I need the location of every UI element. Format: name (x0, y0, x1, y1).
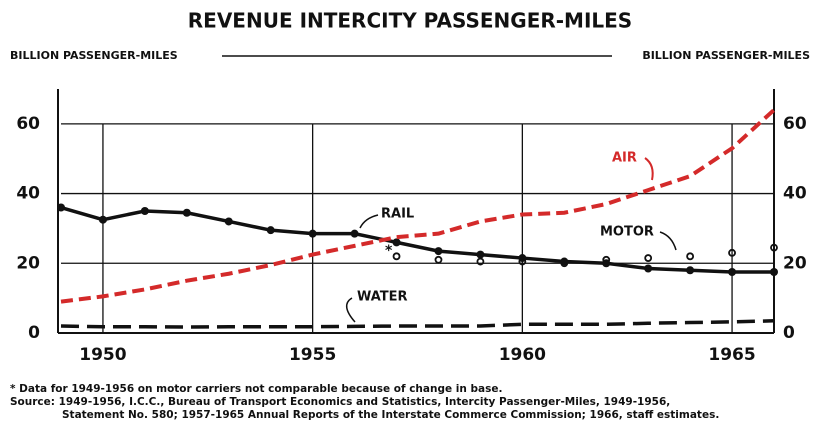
data-point (224, 217, 233, 226)
y2-tick-label: 20 (783, 253, 807, 273)
y-tick-label: 60 (16, 114, 40, 134)
y2-axis-label: BILLION PASSENGER-MILES (642, 49, 810, 62)
y-tick-label: 20 (16, 253, 40, 273)
y2-tick-label: 40 (783, 184, 807, 204)
x-tick-label: 1960 (499, 345, 546, 365)
leader (359, 214, 379, 229)
data-point (602, 255, 611, 264)
leader (644, 157, 654, 181)
series-line (60, 108, 776, 304)
series-label: AIR (612, 151, 637, 166)
data-point (560, 257, 569, 266)
annotation: * (385, 243, 393, 259)
leader (346, 297, 356, 323)
data-point (392, 252, 401, 261)
data-point (770, 243, 778, 252)
data-point (686, 266, 695, 275)
data-point (350, 229, 359, 238)
data-point (560, 259, 569, 268)
data-point (518, 257, 527, 266)
data-point (392, 238, 401, 247)
data-point (686, 252, 695, 261)
y2-tick-label: 0 (783, 323, 795, 343)
x-tick-label: 1955 (289, 345, 336, 365)
chart-title: REVENUE INTERCITY PASSENGER-MILES (188, 9, 632, 33)
data-point (434, 247, 443, 256)
footnote: * Data for 1949-1956 on motor carriers n… (10, 383, 502, 395)
data-point (728, 268, 737, 276)
data-point (98, 215, 107, 224)
footnote: Statement No. 580; 1957-1965 Annual Repo… (62, 409, 719, 421)
data-point (728, 248, 736, 257)
data-point (644, 264, 653, 273)
y-tick-label: 0 (28, 323, 40, 343)
series-label: MOTOR (600, 225, 654, 240)
data-point (644, 254, 653, 262)
series-line (60, 205, 774, 274)
x-tick-label: 1965 (708, 345, 755, 365)
y2-tick-label: 60 (783, 114, 807, 134)
y-axis-label: BILLION PASSENGER-MILES (10, 49, 178, 62)
footnote: Source: 1949-1956, I.C.C., Bureau of Tra… (10, 396, 670, 408)
data-point (476, 250, 485, 259)
series-line (60, 319, 775, 329)
data-point (140, 207, 149, 215)
data-point (266, 226, 275, 235)
y-tick-label: 40 (16, 184, 40, 204)
data-point (57, 203, 65, 212)
data-point (308, 229, 317, 238)
data-point (476, 257, 485, 266)
x-tick-label: 1950 (79, 345, 126, 365)
series-label: WATER (357, 290, 408, 305)
data-point (182, 208, 191, 217)
data-point (770, 268, 778, 276)
data-point (434, 255, 443, 264)
leader (659, 231, 677, 251)
series-label: RAIL (381, 207, 414, 222)
